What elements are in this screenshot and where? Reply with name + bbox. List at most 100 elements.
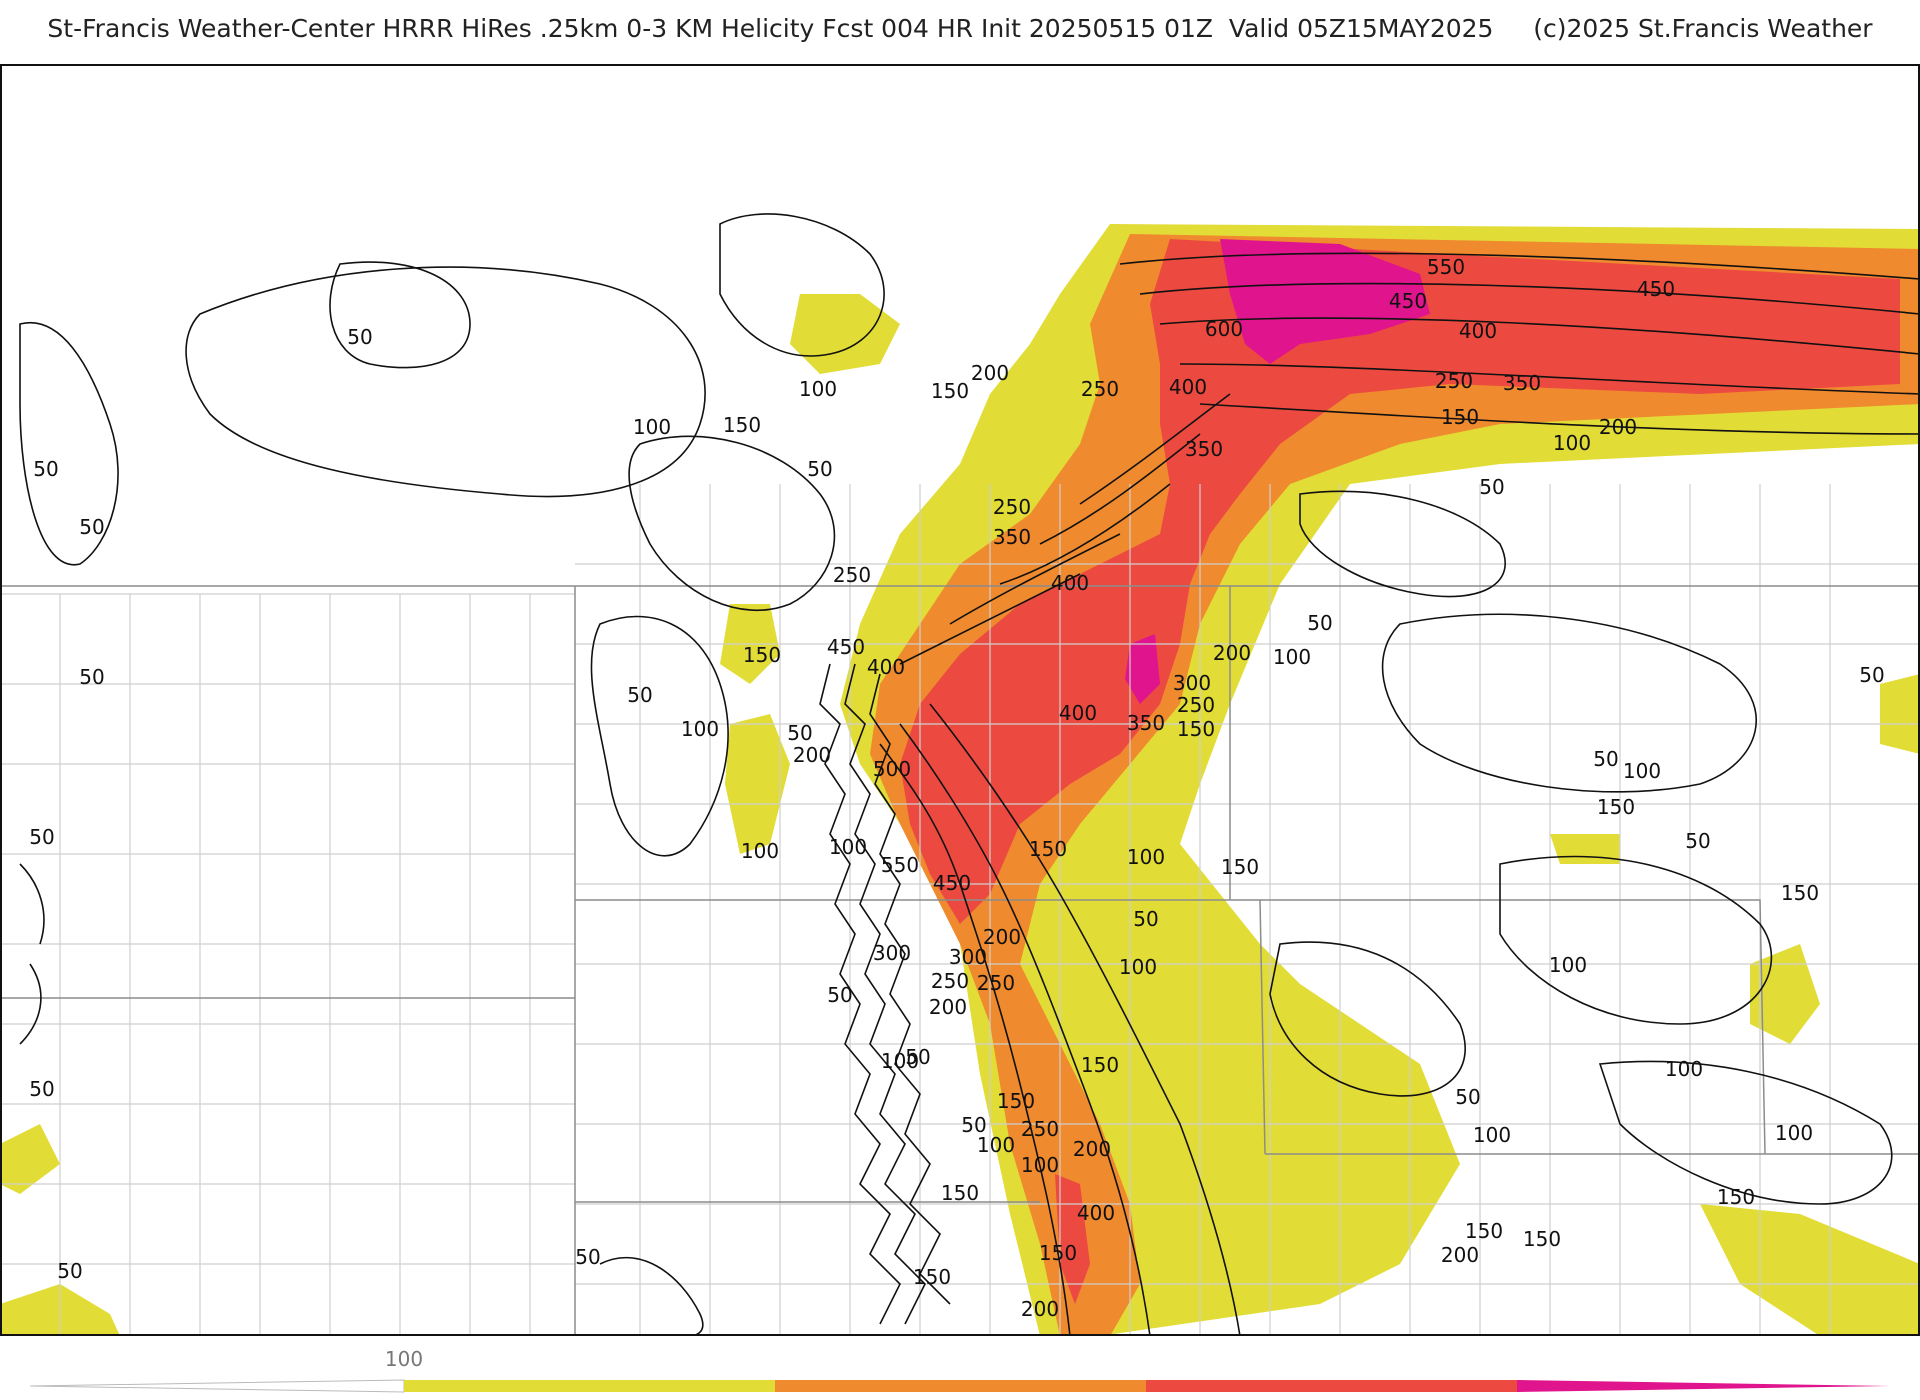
- fill-200-main: [870, 234, 1920, 1336]
- contour-label: 50: [1479, 475, 1504, 499]
- contour-label: 50: [29, 825, 54, 849]
- map-title: St-Francis Weather-Center HRRR HiRes .25…: [47, 14, 1873, 43]
- fill-100-mid: [1550, 834, 1620, 864]
- contour-label: 100: [1623, 759, 1661, 783]
- contour-label: 250: [977, 971, 1015, 995]
- contour-label: 50: [347, 325, 372, 349]
- contour-label: 250: [833, 563, 871, 587]
- contour-label: 150: [931, 379, 969, 403]
- contour-label: 150: [1221, 855, 1259, 879]
- contour-label: 50: [575, 1245, 600, 1269]
- contour-label: 50: [1859, 663, 1884, 687]
- fill-100-ne: [1880, 674, 1920, 754]
- contour-label: 400: [1077, 1201, 1115, 1225]
- contour-label: 200: [793, 743, 831, 767]
- contour-label: 300: [873, 941, 911, 965]
- contour-label: 150: [913, 1265, 951, 1289]
- fill-600-small: [1125, 634, 1160, 704]
- contour-label: 100: [1021, 1153, 1059, 1177]
- contour-label: 450: [827, 635, 865, 659]
- contour-label: 100: [977, 1133, 1015, 1157]
- colorbar-tick-label: 100: [385, 1347, 423, 1371]
- contour-label: 50: [807, 457, 832, 481]
- contour-label: 200: [971, 361, 1009, 385]
- contour-label: 400: [1051, 571, 1089, 595]
- contour-label: 100: [1549, 953, 1587, 977]
- contour-label: 350: [1503, 371, 1541, 395]
- helicity-map: 50 50 50 50 50 50 50 50 50 50 50 50 50 5…: [0, 64, 1920, 1336]
- contour-label: 100: [1553, 431, 1591, 455]
- contour-label: 100: [1127, 845, 1165, 869]
- contour-label: 250: [1177, 693, 1215, 717]
- contour-label: 500: [873, 757, 911, 781]
- contour-label: 100: [1473, 1123, 1511, 1147]
- contour-label: 600: [1205, 317, 1243, 341]
- contour-label: 100: [1665, 1057, 1703, 1081]
- contour-label: 150: [1717, 1185, 1755, 1209]
- contour-label: 250: [931, 969, 969, 993]
- contour-label: 150: [941, 1181, 979, 1205]
- contour-label: 100: [799, 377, 837, 401]
- contour-label: 50: [29, 1077, 54, 1101]
- contour-label: 400: [1169, 375, 1207, 399]
- contour-label: 200: [1599, 415, 1637, 439]
- contour-label: 450: [1389, 289, 1427, 313]
- fill-100-se: [1700, 1204, 1920, 1336]
- fill-600-core: [1220, 239, 1430, 364]
- colorbar-segment-600: [1517, 1380, 1890, 1392]
- contour-label: 150: [743, 643, 781, 667]
- contour-label: 50: [905, 1045, 930, 1069]
- county-lines: [0, 484, 1920, 1336]
- contour-lines: [19, 213, 1920, 1336]
- fill-100-east: [1750, 944, 1820, 1044]
- contour-label: 50: [627, 683, 652, 707]
- contour-label: 200: [983, 925, 1021, 949]
- contour-label: 50: [827, 983, 852, 1007]
- contour-label: 400: [1059, 701, 1097, 725]
- contour-label: 450: [933, 871, 971, 895]
- contour-label: 450: [1637, 277, 1675, 301]
- contour-label: 50: [961, 1113, 986, 1137]
- contour-label: 50: [1307, 611, 1332, 635]
- contour-label: 350: [1127, 711, 1165, 735]
- colorbar-segment-100: [404, 1380, 775, 1392]
- contour-label-layer: 50 50 50 50 50 50 50 50 50 50 50 50 50 5…: [29, 255, 1884, 1321]
- color-scale-bar: 100: [29, 1347, 1890, 1393]
- contour-label: 50: [1455, 1085, 1480, 1109]
- contour-label: 150: [1781, 881, 1819, 905]
- contour-label: 50: [787, 721, 812, 745]
- contour-label: 50: [1685, 829, 1710, 853]
- political-borders: [0, 585, 1920, 1336]
- contour-label: 100: [1119, 955, 1157, 979]
- contour-label: 150: [1465, 1219, 1503, 1243]
- contour-label: 250: [993, 495, 1031, 519]
- contour-label: 50: [79, 665, 104, 689]
- contour-label: 350: [1185, 437, 1223, 461]
- contour-label: 50: [57, 1259, 82, 1283]
- contour-label: 50: [33, 457, 58, 481]
- contour-label: 400: [867, 655, 905, 679]
- contour-label: 250: [1081, 377, 1119, 401]
- contour-label: 150: [1523, 1227, 1561, 1251]
- contour-label: 250: [1435, 369, 1473, 393]
- contour-label: 200: [1213, 641, 1251, 665]
- contour-label: 350: [993, 525, 1031, 549]
- contour-label: 50: [79, 515, 104, 539]
- colorbar-left-arrow: [29, 1379, 405, 1393]
- contour-label: 100: [881, 1049, 919, 1073]
- contour-label: 150: [1441, 405, 1479, 429]
- fill-400-south: [1055, 1174, 1090, 1304]
- fill-400-main: [900, 239, 1900, 924]
- contour-label: 550: [1427, 255, 1465, 279]
- colorbar-segment-200: [775, 1380, 1146, 1392]
- contour-label: 100: [681, 717, 719, 741]
- contour-label: 400: [1459, 319, 1497, 343]
- fill-100-west2: [725, 714, 790, 854]
- contour-label: 550: [881, 853, 919, 877]
- contour-label: 100: [1775, 1121, 1813, 1145]
- contour-label: 100: [1273, 645, 1311, 669]
- contour-label: 200: [1073, 1137, 1111, 1161]
- colorbar-segment-400: [1146, 1380, 1517, 1392]
- contour-label: 150: [1597, 795, 1635, 819]
- contour-label: 300: [949, 945, 987, 969]
